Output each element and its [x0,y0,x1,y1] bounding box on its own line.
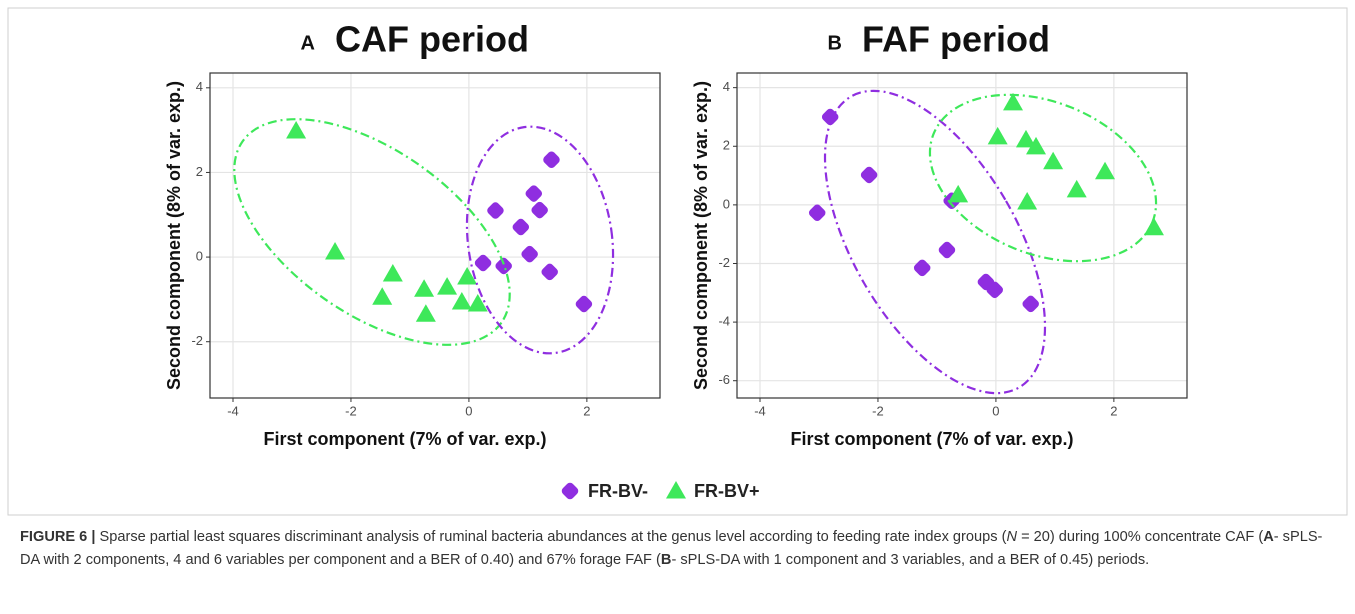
x-tick-label: -4 [227,403,239,418]
y-tick-label: -6 [718,372,730,387]
point [1022,295,1039,313]
y-tick-label: 2 [196,164,203,179]
point [521,245,538,263]
triangle-point [451,291,472,310]
point [531,201,548,219]
caption-label: FIGURE 6 | [20,529,96,545]
y-tick-label: -4 [718,314,730,329]
triangle-point [325,242,346,260]
triangle-point [286,120,307,139]
triangle-point [1017,191,1038,210]
point [541,263,558,281]
plot-background [210,73,660,398]
y-tick-label: 2 [723,138,730,153]
point [821,108,839,126]
panel-label: A [301,32,315,54]
plot-background [737,73,1187,398]
triangle-point [382,264,403,282]
triangle-point [987,126,1008,145]
point [986,281,1003,299]
y-axis-label: Second component (8% of var. exp.) [691,81,711,390]
triangle-point [372,287,393,305]
x-tick-label: -4 [754,403,766,418]
x-tick-label: -2 [345,403,357,418]
legend-label: FR-BV- [588,481,648,501]
point [575,295,593,313]
y-tick-label: -2 [191,333,203,348]
caption-text: N [1006,529,1018,545]
y-tick-label: 0 [723,196,730,211]
triangle-point [457,266,478,285]
y-tick-label: -2 [718,255,730,270]
panel-title: CAF period [335,19,529,60]
triangle-point [666,481,686,499]
ellipse [823,89,1047,395]
point [474,254,492,272]
triangle-point [437,277,458,295]
point [543,151,560,168]
x-tick-label: 2 [1110,403,1117,418]
point [512,218,530,236]
triangle-point [1143,217,1164,236]
x-axis-label: First component (7% of var. exp.) [790,429,1073,449]
triangle-point [1015,129,1036,148]
plot-frame [736,72,1188,399]
caption-text: Sparse partial least squares discriminan… [95,529,1007,545]
x-tick-label: 0 [992,403,999,418]
caption-text: A [1263,529,1274,545]
caption-text: = 20) during 100% concentrate CAF ( [1017,529,1264,545]
ellipse [233,118,511,346]
point [487,202,504,219]
triangle-point [414,279,435,297]
ellipse [465,125,615,355]
triangle-point [948,184,969,203]
triangle-point [467,294,488,312]
point [495,257,512,275]
point [808,204,826,222]
panel-title: FAF period [862,19,1050,60]
y-tick-label: 4 [723,79,730,94]
x-tick-label: 0 [465,403,472,418]
panel-label: B [828,32,842,54]
figure-frame [7,7,1348,516]
plot-frame [209,72,661,399]
caption-text: B [660,552,672,568]
point [913,259,931,277]
y-tick-label: 4 [196,79,203,94]
triangle-point [1095,161,1116,180]
x-tick-label: -2 [872,403,884,418]
caption: FIGURE 6 | Sparse partial least squares … [20,526,1340,572]
point [938,241,956,259]
y-tick-label: 0 [196,249,203,264]
caption-text: - sPLS-DA with 1 component and 3 variabl… [671,552,1150,568]
point [860,166,878,184]
triangle-point [1026,136,1047,155]
y-axis-label: Second component (8% of var. exp.) [164,81,184,390]
legend-label: FR-BV+ [694,481,760,501]
point [525,185,543,202]
ellipses [233,89,1158,395]
triangle-point [1066,179,1087,198]
point [561,482,579,500]
ellipse [928,93,1158,263]
caption-text: - sPLS-DA with 2 components, 4 and 6 var… [20,529,1323,568]
x-tick-label: 2 [583,403,590,418]
triangle-point [1043,151,1064,170]
triangle-point [415,304,436,322]
x-axis-label: First component (7% of var. exp.) [263,429,546,449]
triangle-point [1003,92,1024,111]
